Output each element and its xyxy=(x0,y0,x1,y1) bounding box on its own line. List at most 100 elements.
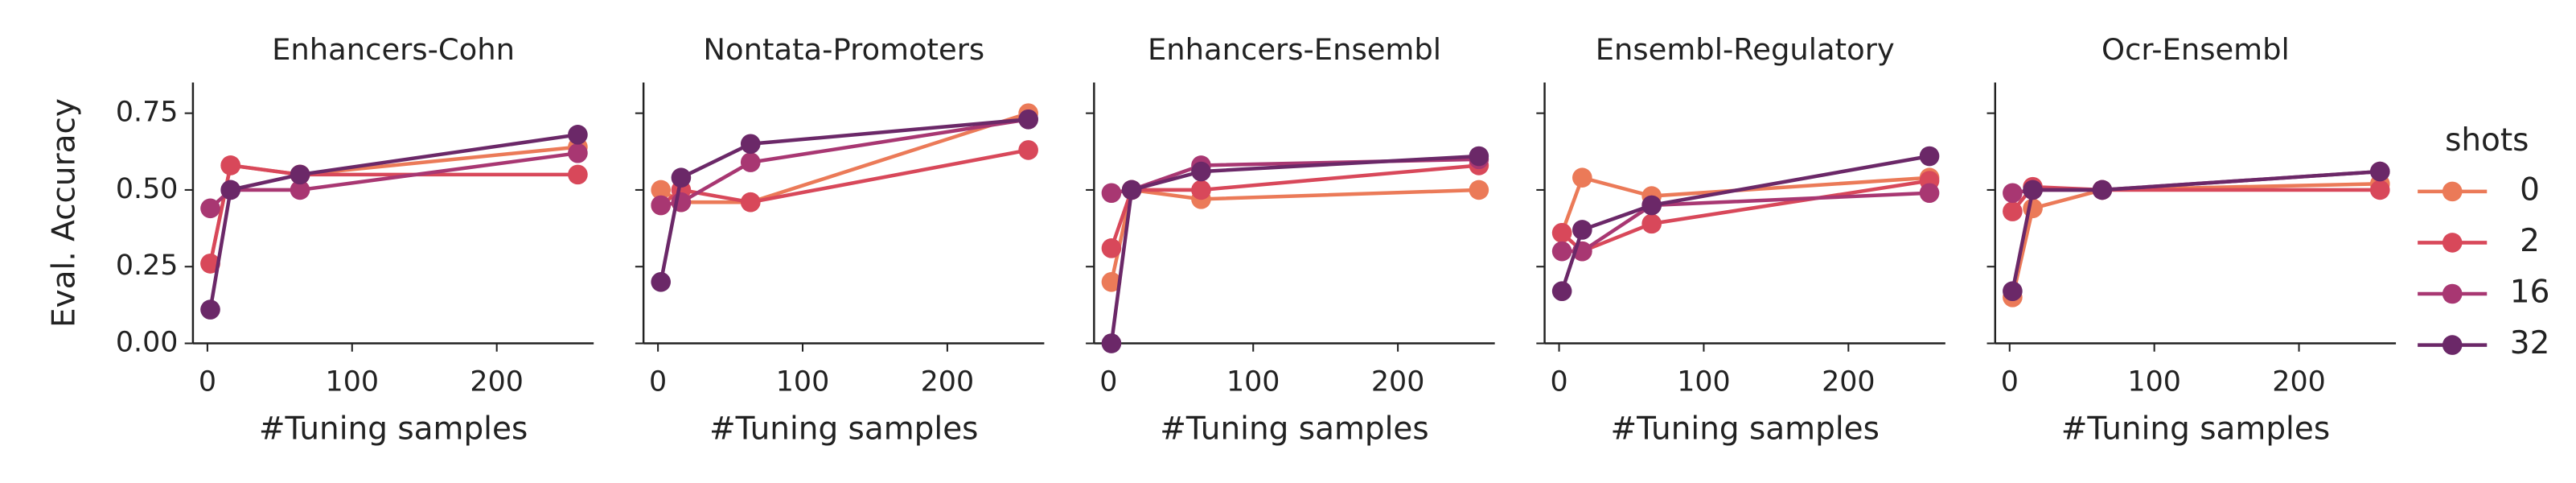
data-point xyxy=(651,195,672,216)
x-tick-label: 100 xyxy=(776,366,830,398)
y-tick-label: 0.25 xyxy=(116,250,179,282)
data-point xyxy=(1572,220,1592,240)
x-tick-label: 200 xyxy=(1822,366,1876,398)
data-point xyxy=(1469,180,1489,200)
data-point xyxy=(1101,238,1122,258)
x-tick-label: 0 xyxy=(1550,366,1567,398)
x-tick-label: 100 xyxy=(326,366,380,398)
series-line xyxy=(208,145,578,264)
legend-label: 0 xyxy=(2520,171,2540,208)
data-point xyxy=(200,254,220,274)
series-line xyxy=(659,118,1029,283)
legend-marker xyxy=(2442,335,2463,355)
data-point xyxy=(1101,271,1122,292)
data-point xyxy=(568,164,588,185)
series-line xyxy=(1111,157,1479,195)
data-point xyxy=(290,164,310,185)
data-point xyxy=(1018,140,1038,160)
data-point xyxy=(2003,201,2023,221)
series-line xyxy=(1560,179,1930,254)
x-tick-label: 0 xyxy=(1099,366,1117,398)
data-point xyxy=(1551,241,1572,262)
data-point xyxy=(2369,180,2390,200)
data-point xyxy=(671,167,692,188)
data-point xyxy=(1572,167,1592,188)
legend-marker xyxy=(2442,283,2463,304)
data-point xyxy=(200,198,220,219)
data-point xyxy=(740,152,761,172)
data-point xyxy=(1551,222,1572,243)
data-point xyxy=(740,134,761,155)
legend-marker xyxy=(2442,233,2463,253)
data-point xyxy=(1551,281,1572,302)
series-line xyxy=(208,151,578,210)
data-point xyxy=(1121,180,1142,200)
data-point xyxy=(2023,198,2043,219)
x-axis-label: #Tuning samples xyxy=(1160,411,1428,448)
series-line xyxy=(2011,169,2381,292)
data-point xyxy=(1919,183,1940,204)
data-point xyxy=(568,142,588,163)
data-point xyxy=(220,180,240,200)
y-axis-label: Eval. Accuracy xyxy=(47,98,83,328)
data-point xyxy=(2023,180,2043,200)
data-point xyxy=(1469,146,1489,167)
x-axis-label: #Tuning samples xyxy=(2061,411,2330,448)
x-tick-label: 100 xyxy=(1677,366,1731,398)
y-tick-label: 0.50 xyxy=(116,173,179,205)
x-tick-label: 200 xyxy=(1371,366,1425,398)
legend-marker xyxy=(2442,181,2463,202)
data-point xyxy=(1919,146,1940,167)
series-line xyxy=(1560,175,1930,234)
series-line xyxy=(1109,163,1480,250)
data-point xyxy=(220,155,240,175)
data-point xyxy=(1101,333,1122,353)
data-point xyxy=(2092,180,2113,200)
data-point xyxy=(200,299,220,320)
x-axis-label: #Tuning samples xyxy=(709,411,978,448)
series-line xyxy=(2011,182,2381,298)
x-tick-label: 200 xyxy=(2272,366,2326,398)
panel-title: Ensembl-Regulatory xyxy=(1596,32,1895,67)
x-tick-label: 0 xyxy=(649,366,667,398)
x-axis-label: #Tuning samples xyxy=(259,411,528,448)
series-line xyxy=(1109,188,1479,283)
data-point xyxy=(1191,180,1211,200)
panel-title: Enhancers-Ensembl xyxy=(1148,32,1441,67)
data-point xyxy=(2003,183,2023,204)
x-axis-label: #Tuning samples xyxy=(1610,411,1879,448)
x-tick-label: 200 xyxy=(470,366,524,398)
legend-title: shots xyxy=(2445,122,2529,159)
legend-label: 32 xyxy=(2510,325,2550,361)
x-tick-label: 200 xyxy=(921,366,975,398)
panel-title: Enhancers-Cohn xyxy=(272,32,515,67)
series-line xyxy=(1560,154,1930,292)
panel-title: Nontata-Promoters xyxy=(703,32,984,67)
data-point xyxy=(290,180,310,200)
series-line xyxy=(659,148,1029,207)
data-point xyxy=(651,180,672,200)
y-tick-label: 0.00 xyxy=(116,327,179,359)
legend-label: 2 xyxy=(2520,223,2540,259)
data-point xyxy=(568,125,588,145)
data-point xyxy=(740,192,761,213)
data-point xyxy=(1101,183,1122,204)
data-point xyxy=(651,271,672,292)
data-point xyxy=(1191,161,1211,182)
x-tick-label: 0 xyxy=(2001,366,2019,398)
series-line xyxy=(1562,191,1930,254)
data-point xyxy=(1641,213,1662,234)
legend-label: 16 xyxy=(2510,275,2550,311)
x-tick-label: 100 xyxy=(1226,366,1280,398)
data-point xyxy=(1641,195,1662,216)
data-point xyxy=(2369,161,2390,182)
series-line xyxy=(208,133,578,310)
data-point xyxy=(2003,281,2023,302)
series-line xyxy=(660,118,1029,208)
series-line xyxy=(1109,154,1479,344)
x-tick-label: 0 xyxy=(199,366,216,398)
data-point xyxy=(1018,109,1038,130)
x-tick-label: 100 xyxy=(2127,366,2181,398)
y-tick-label: 0.75 xyxy=(116,97,179,129)
